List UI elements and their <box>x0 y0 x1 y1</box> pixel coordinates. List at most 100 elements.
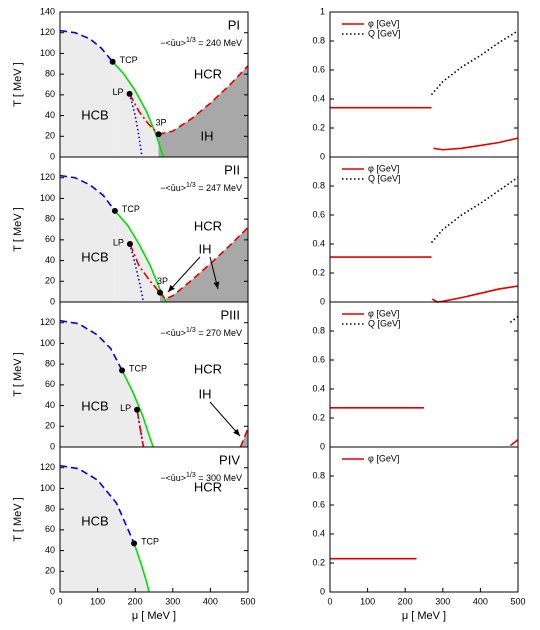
annotation-arrow <box>167 256 201 293</box>
curve <box>159 226 249 300</box>
y-tick-label: 0 <box>50 296 55 306</box>
y-tick-label: 0 <box>320 151 325 161</box>
critical-point <box>119 367 126 374</box>
legend-label: Q [GeV] <box>368 173 401 183</box>
curve <box>128 93 143 158</box>
curve <box>133 543 150 593</box>
legend-label: φ [GeV] <box>368 453 399 463</box>
y-tick-label: 40 <box>45 255 55 265</box>
point-label: TCP <box>122 204 140 214</box>
panel: 0 20 40 60 80 100 120 T [ MeV ] PII −<ūu>1/3 = 24… <box>12 156 249 306</box>
condensate-symbol: −<ūu> <box>160 38 186 48</box>
y-tick-label: 80 <box>45 69 55 79</box>
region-label: HCR <box>194 66 222 81</box>
y-axis-label: T [ MeV ] <box>12 352 24 396</box>
y-axis-label: T [ MeV ] <box>12 497 24 541</box>
curve <box>330 256 519 303</box>
region-label: IH <box>199 241 212 256</box>
y-tick-label: 100 <box>40 48 55 58</box>
region-label: HCB <box>81 398 108 413</box>
condensate-label: −<ūu>1/3 = 247 MeV <box>160 182 242 194</box>
annotation-arrow <box>209 401 241 437</box>
curve <box>59 464 135 544</box>
panel-title: PIV <box>219 452 240 467</box>
curve <box>509 315 519 323</box>
y-tick-label: 0.4 <box>312 383 325 393</box>
condensate-value: = 247 MeV <box>196 183 242 193</box>
x-tick-label: 400 <box>203 596 218 606</box>
curve <box>330 106 519 151</box>
condensate-label: −<ūu>1/3 = 270 MeV <box>160 327 242 339</box>
y-tick-label: 20 <box>45 421 55 431</box>
critical-point <box>157 289 164 296</box>
y-tick-label: 120 <box>40 27 55 37</box>
point-label: LP <box>120 403 131 413</box>
region-label: IH <box>199 386 212 401</box>
x-tick-label: 200 <box>128 596 143 606</box>
annotation-arrow <box>209 256 220 290</box>
y-tick-label: 0.2 <box>312 122 325 132</box>
region-shade <box>60 175 115 302</box>
curve <box>129 243 161 294</box>
curve <box>121 370 154 448</box>
x-tick-label: 500 <box>510 596 525 606</box>
y-tick-label: 0.6 <box>312 209 325 219</box>
y-tick-label: 20 <box>45 566 55 576</box>
y-tick-label: 80 <box>45 214 55 224</box>
region-label: HCR <box>194 361 222 376</box>
x-tick-label: 200 <box>398 596 413 606</box>
x-tick-label: 100 <box>360 596 375 606</box>
point-label: TCP <box>141 537 159 547</box>
y-tick-label: 0.4 <box>312 238 325 248</box>
y-tick-label: 0 <box>50 151 55 161</box>
x-tick-label: 300 <box>435 596 450 606</box>
y-tick-label: 120 <box>40 462 55 472</box>
region-label: HCR <box>194 218 222 233</box>
panel: 0 20 40 60 80 100 120 0 100 200 300 400 500 μ [ MeV ]… <box>12 446 256 622</box>
y-tick-label: 60 <box>45 524 55 534</box>
region-shade <box>60 465 135 592</box>
y-tick-label: 0.2 <box>312 412 325 422</box>
plot-frame <box>329 446 519 593</box>
point-label: 3P <box>156 118 167 128</box>
y-tick-label: 100 <box>40 338 55 348</box>
x-axis-label: μ [ MeV ] <box>402 610 446 622</box>
region-label: HCB <box>81 249 108 264</box>
y-tick-label: 1 <box>320 6 325 16</box>
y-tick-label: 60 <box>45 234 55 244</box>
y-tick-label: 120 <box>40 172 55 182</box>
condensate-label: −<ūu>1/3 = 240 MeV <box>160 37 242 49</box>
y-tick-label: 60 <box>45 379 55 389</box>
condensate-exponent: 1/3 <box>186 327 196 334</box>
y-axis-label: T [ MeV ] <box>12 62 24 106</box>
y-tick-label: 80 <box>45 359 55 369</box>
curve <box>158 65 249 135</box>
y-tick-label: 80 <box>45 504 55 514</box>
curve <box>330 407 519 447</box>
panel: 0 0.2 0.4 0.6 0.8 φ [GeV]Q [GeV] <box>312 156 519 306</box>
y-tick-label: 0.8 <box>312 470 325 480</box>
y-axis-label: T [ MeV ] <box>12 207 24 251</box>
y-tick-label: 40 <box>45 545 55 555</box>
critical-point <box>134 406 141 413</box>
y-tick-label: 40 <box>45 110 55 120</box>
legend-label: φ [GeV] <box>368 308 399 318</box>
x-tick-label: 300 <box>165 596 180 606</box>
panel-title: PI <box>228 17 240 32</box>
y-tick-label: 0.8 <box>312 325 325 335</box>
region-shade <box>114 210 167 302</box>
x-tick-label: 400 <box>473 596 488 606</box>
point-label: TCP <box>120 55 138 65</box>
region-label: HCR <box>194 479 222 494</box>
y-tick-label: 140 <box>40 6 55 16</box>
curve <box>59 174 116 212</box>
condensate-value: = 240 MeV <box>196 38 242 48</box>
condensate-exponent: 1/3 <box>186 37 196 44</box>
panel: 0 0.2 0.4 0.6 0.8 0 100 200 300 400 500 μ [ MeV ] φ … <box>312 446 526 622</box>
legend-label: φ [GeV] <box>368 163 399 173</box>
y-tick-label: 0.2 <box>312 557 325 567</box>
y-tick-label: 20 <box>45 276 55 286</box>
x-tick-label: 500 <box>240 596 255 606</box>
